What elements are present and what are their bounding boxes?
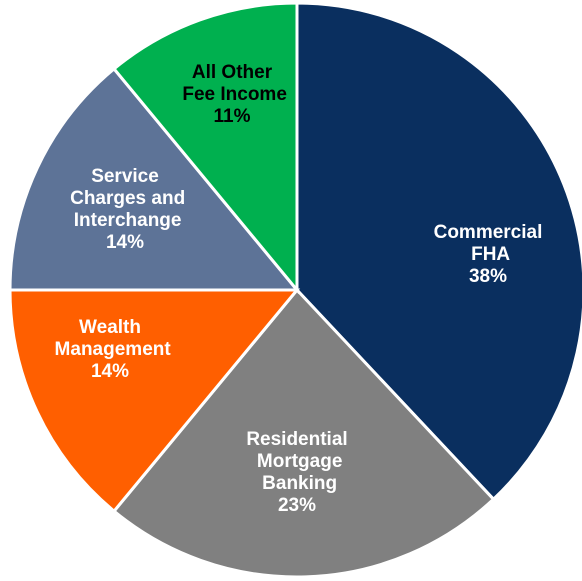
label-line: Management <box>49 339 171 360</box>
label-line: Mortgage <box>252 451 343 472</box>
value-label: 14% <box>91 361 129 382</box>
slice-label: All Other Fee Income <box>177 62 287 105</box>
label-line: Commercial <box>434 222 543 243</box>
label-line: Interchange <box>69 210 182 231</box>
label-line: All Other <box>192 62 273 83</box>
label-line: Wealth <box>79 317 141 338</box>
pie-slice <box>111 1 299 295</box>
label-line: FHA <box>466 244 511 265</box>
slice-label: Residential Mortgage Banking <box>246 429 347 494</box>
value-label: 38% <box>469 266 507 287</box>
slice-label: Wealth Management <box>49 317 171 360</box>
value-label: 11% <box>214 106 251 127</box>
value-label: 14% <box>106 232 144 253</box>
slice-label: Commercial FHA <box>434 222 543 265</box>
label-line: Residential <box>246 429 347 450</box>
label-line: Banking <box>257 473 337 494</box>
pie-slice <box>295 1 582 502</box>
pie-slice <box>8 66 301 292</box>
label-line: Service <box>91 166 159 187</box>
value-label: 23% <box>278 495 316 516</box>
pie-slice <box>111 287 496 579</box>
pie-slice <box>8 288 301 514</box>
slice-label: Service Charges and Interchange <box>65 166 185 231</box>
label-line: Charges and <box>65 188 185 209</box>
label-line: Fee Income <box>177 84 287 105</box>
